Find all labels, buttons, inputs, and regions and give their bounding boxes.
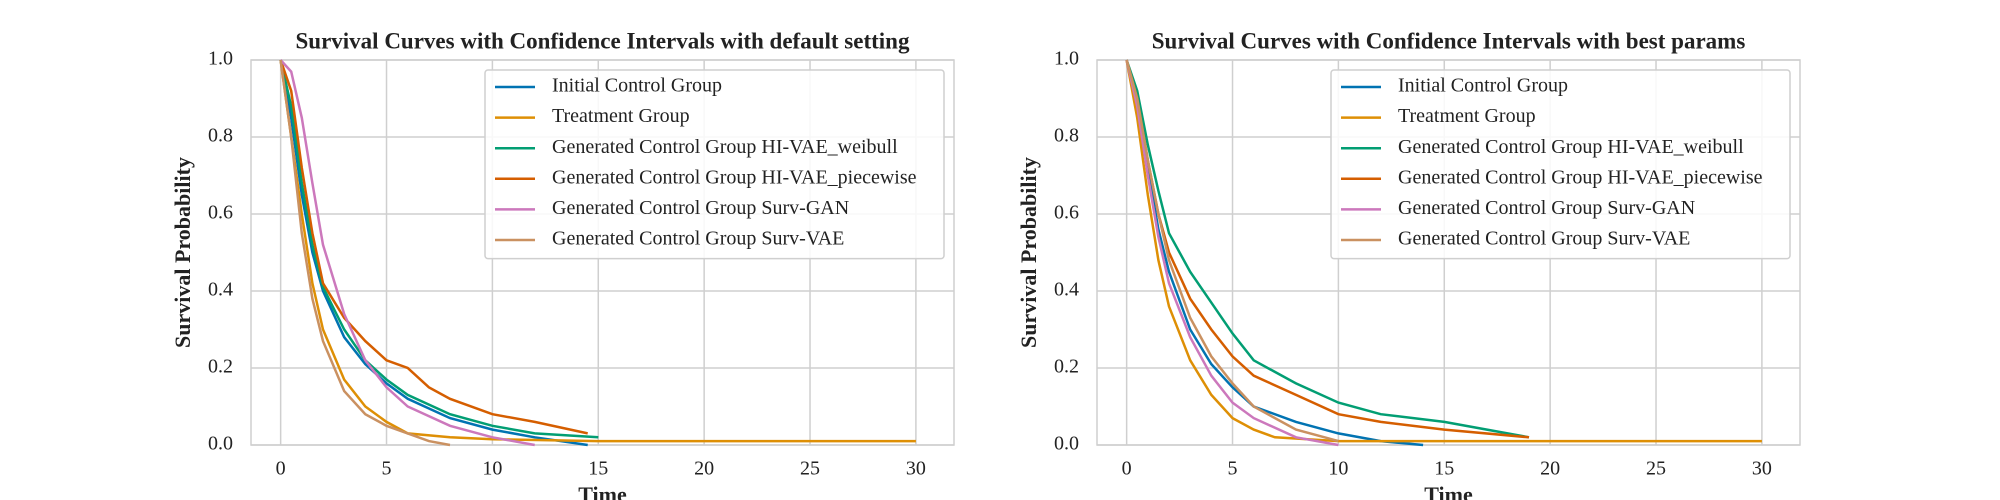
- survival-curve: [1125, 59, 1339, 447]
- legend-label: Treatment Group: [552, 105, 690, 127]
- survival-curve: [1125, 59, 1339, 443]
- x-tick-label: 0: [276, 458, 286, 480]
- plot-frame: [1096, 59, 1801, 446]
- x-tick-label: 20: [694, 458, 714, 480]
- legend-label: Generated Control Group HI-VAE_piecewise: [552, 166, 917, 188]
- x-tick-label: 20: [1540, 458, 1560, 480]
- legend-label: Generated Control Group Surv-VAE: [552, 228, 844, 250]
- legend-label: Generated Control Group Surv-GAN: [1398, 197, 1695, 219]
- y-tick-label: 0.6: [208, 202, 233, 224]
- legend-label: Treatment Group: [1398, 105, 1536, 127]
- x-tick-label: 5: [382, 458, 392, 480]
- x-axis-label: Time: [578, 482, 627, 500]
- legend-label: Generated Control Group HI-VAE_piecewise: [1398, 166, 1763, 188]
- legend-label: Initial Control Group: [1398, 75, 1568, 97]
- legend-label: Generated Control Group HI-VAE_weibull: [552, 136, 898, 158]
- x-tick-label: 10: [482, 458, 502, 480]
- x-tick-label: 30: [906, 458, 926, 480]
- y-tick-label: 0.4: [208, 279, 233, 301]
- survival-curve: [279, 59, 535, 447]
- y-axis-label: Survival Probability: [1016, 157, 1041, 348]
- x-axis-label: Time: [1424, 482, 1473, 500]
- x-tick-label: 30: [1752, 458, 1772, 480]
- legend-box: [484, 69, 945, 260]
- y-tick-label: 0.8: [1054, 125, 1079, 147]
- survival-curve: [279, 59, 916, 443]
- y-tick-label: 1.0: [208, 48, 233, 70]
- y-tick-label: 0.8: [208, 125, 233, 147]
- y-tick-label: 0.0: [208, 433, 233, 455]
- y-tick-label: 0.0: [1054, 433, 1079, 455]
- x-tick-label: 5: [1228, 458, 1238, 480]
- x-tick-label: 25: [1646, 458, 1666, 480]
- y-tick-label: 0.2: [1054, 356, 1079, 378]
- y-tick-label: 1.0: [1054, 48, 1079, 70]
- chart-panel: 0 5 10 15 20 25 30 0.0 0.2 0.4 0.6 0.8 1.0 Survival C…: [1016, 28, 1801, 500]
- legend-label: Generated Control Group HI-VAE_weibull: [1398, 136, 1744, 158]
- x-tick-label: 0: [1122, 458, 1132, 480]
- legend-label: Initial Control Group: [552, 75, 722, 97]
- chart-title: Survival Curves with Confidence Interval…: [1152, 28, 1746, 53]
- y-tick-label: 0.2: [208, 356, 233, 378]
- x-tick-label: 15: [1434, 458, 1454, 480]
- chart-panel: 0 5 10 15 20 25 30 0.0 0.2 0.4 0.6 0.8 1.0 Survival C…: [170, 28, 955, 500]
- survival-curve: [1125, 59, 1530, 439]
- legend-box: [1330, 69, 1791, 260]
- plot-frame: [250, 59, 955, 446]
- legend-label: Generated Control Group Surv-GAN: [552, 197, 849, 219]
- x-tick-label: 25: [800, 458, 820, 480]
- x-tick-label: 10: [1328, 458, 1348, 480]
- legend-label: Generated Control Group Surv-VAE: [1398, 228, 1690, 250]
- survival-curve: [279, 59, 588, 447]
- survival-curve: [279, 59, 451, 447]
- y-tick-label: 0.6: [1054, 202, 1079, 224]
- y-axis-label: Survival Probability: [170, 157, 195, 348]
- survival-curve: [279, 59, 588, 435]
- x-tick-label: 15: [588, 458, 608, 480]
- y-tick-label: 0.4: [1054, 279, 1079, 301]
- chart-title: Survival Curves with Confidence Interval…: [296, 28, 910, 53]
